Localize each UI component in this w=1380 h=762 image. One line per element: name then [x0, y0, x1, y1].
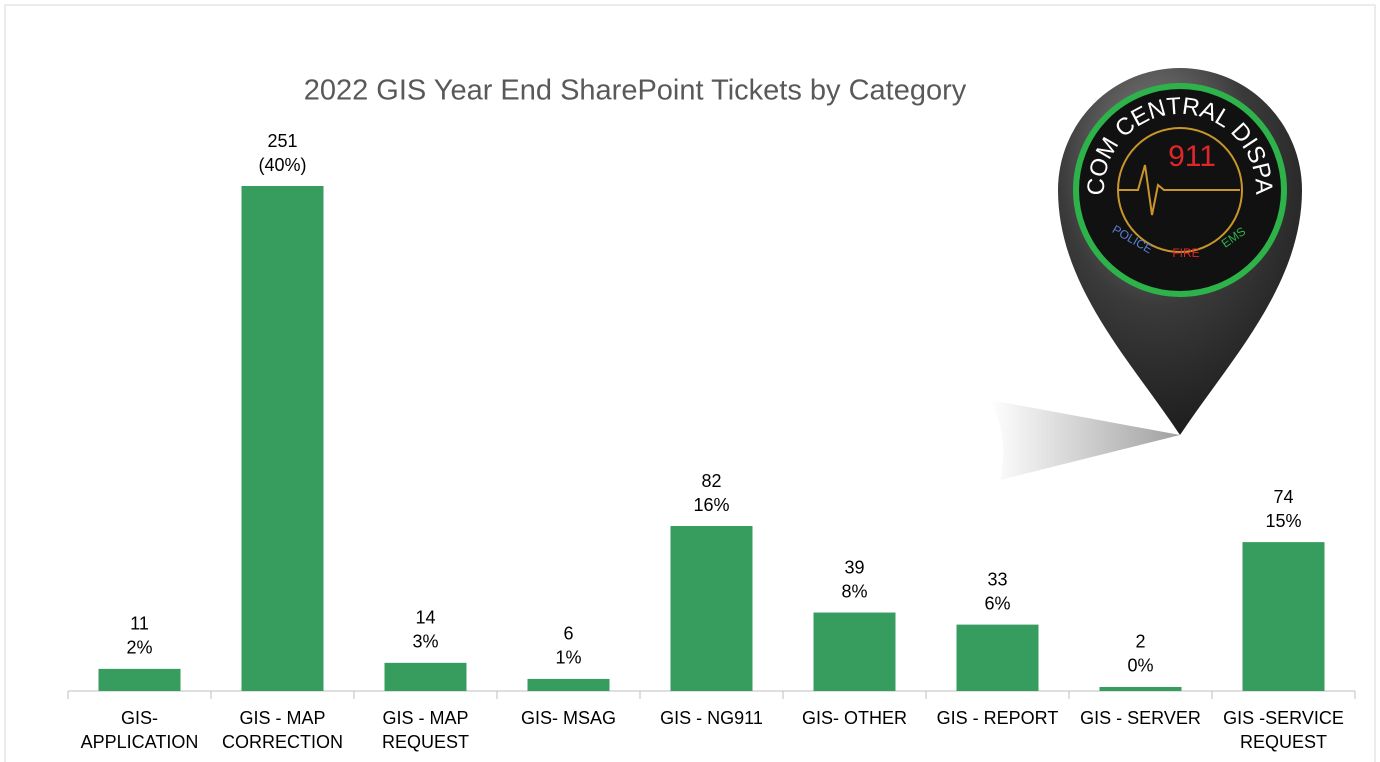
bar [670, 526, 753, 691]
bar [241, 186, 324, 691]
value-label: 2 [1135, 632, 1145, 652]
percent-label: 16% [693, 495, 729, 515]
bar [98, 668, 181, 691]
chart-border [4, 4, 1376, 762]
bar [384, 662, 467, 691]
value-label: 251 [267, 131, 297, 151]
bar [1242, 542, 1325, 691]
percent-label: 15% [1265, 511, 1301, 531]
value-label: 39 [844, 557, 864, 577]
percent-label: (40%) [258, 155, 306, 175]
percent-label: 6% [984, 593, 1010, 613]
logo-shadow [990, 400, 1180, 480]
value-label: 33 [987, 569, 1007, 589]
logo: TRI-COM CENTRAL DISPATCH 911 POLICE FIRE… [990, 68, 1302, 480]
percent-label: 8% [841, 581, 867, 601]
x-tick-label: GIS - REPORT [936, 708, 1059, 728]
bar [527, 678, 610, 691]
bar [813, 612, 896, 691]
x-tick-label: GIS - MAP CORRECTION [222, 708, 343, 752]
value-label: 11 [130, 614, 149, 634]
percent-label: 2% [126, 638, 152, 658]
logo-number: 911 [1168, 140, 1216, 173]
percent-label: 0% [1127, 656, 1153, 676]
percent-label: 3% [412, 632, 438, 652]
value-label: 6 [563, 624, 573, 644]
logo-fire: FIRE [1172, 246, 1199, 260]
x-tick-label: GIS - NG911 [660, 708, 763, 728]
value-label: 74 [1273, 487, 1293, 507]
x-tick-label: GIS - MAP REQUEST [381, 708, 469, 752]
percent-label: 1% [555, 648, 581, 668]
value-label: 14 [415, 608, 435, 628]
x-tick-label: GIS- APPLICATION [80, 708, 199, 752]
x-tick-label: GIS -SERVICE REQUEST [1223, 708, 1344, 752]
x-tick-label: GIS- MSAG [520, 708, 616, 728]
bar [956, 624, 1039, 691]
logo-heartbeat [1118, 164, 1240, 216]
chart-title: 2022 GIS Year End SharePoint Tickets by … [304, 75, 967, 107]
value-label: 82 [701, 471, 721, 491]
bar [1099, 686, 1182, 691]
x-tick-label: GIS - SERVER [1080, 708, 1201, 728]
x-tick-label: GIS- OTHER [801, 708, 907, 728]
